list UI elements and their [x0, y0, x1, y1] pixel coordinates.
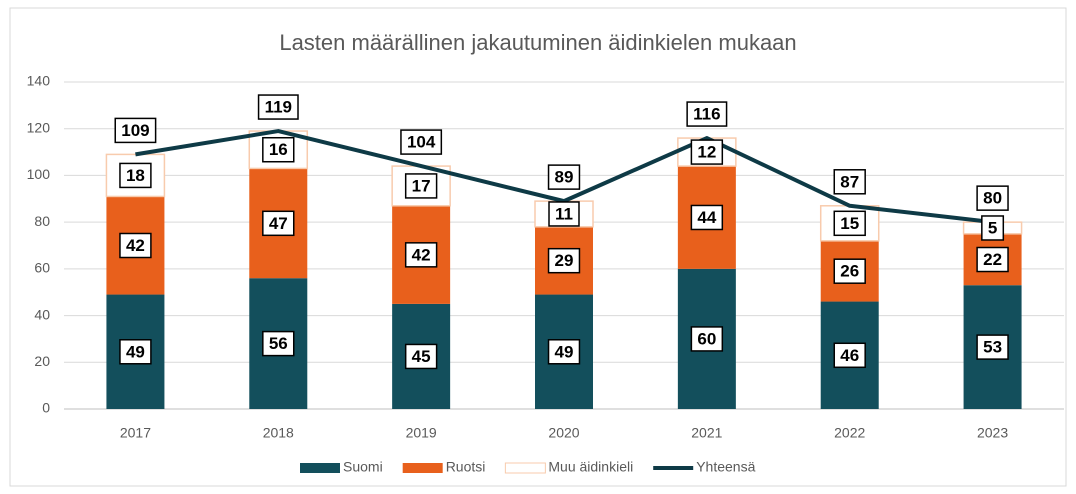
data-label-box — [257, 94, 299, 120]
data-label-box — [690, 326, 724, 352]
y-tick-label: 80 — [34, 213, 50, 229]
x-tick-label: 2021 — [691, 425, 722, 441]
y-tick-label: 20 — [34, 353, 50, 369]
data-label: 11 — [555, 204, 573, 223]
data-label-box — [981, 215, 1005, 241]
data-label-box — [119, 162, 152, 189]
data-label: 45 — [412, 347, 431, 366]
data-label: 53 — [983, 338, 1002, 357]
data-label: 17 — [412, 176, 431, 195]
data-label-box — [119, 232, 152, 259]
data-label: 15 — [840, 214, 859, 233]
legend-label: Muu äidinkieli — [548, 459, 633, 475]
data-label: 46 — [840, 346, 859, 365]
y-tick-label: 140 — [27, 73, 51, 89]
data-label: 87 — [840, 172, 859, 191]
data-label-box — [262, 136, 295, 163]
data-label: 44 — [697, 208, 716, 227]
legend-label: Ruotsi — [446, 459, 486, 475]
data-label-box — [547, 164, 581, 190]
y-tick-label: 0 — [42, 400, 50, 416]
data-label-box — [833, 258, 866, 284]
legend-label: Suomi — [343, 459, 383, 475]
data-label-box — [833, 210, 866, 237]
data-label: 60 — [697, 329, 716, 348]
legend-swatch — [504, 462, 546, 474]
x-tick-label: 2017 — [120, 425, 151, 441]
x-tick-label: 2019 — [406, 425, 437, 441]
legend-swatch — [402, 463, 443, 473]
data-label: 89 — [555, 168, 574, 187]
data-label-box — [976, 246, 1009, 273]
x-tick-label: 2020 — [548, 425, 579, 441]
data-label-box — [690, 204, 724, 231]
data-label-box — [976, 185, 1009, 211]
data-label: 49 — [555, 342, 574, 361]
data-label-box — [404, 343, 438, 370]
data-label: 22 — [983, 250, 1002, 269]
data-label: 56 — [269, 334, 288, 353]
legend-label: Yhteensä — [696, 459, 755, 475]
data-label-box — [976, 334, 1009, 360]
data-label: 109 — [121, 121, 149, 140]
data-label: 49 — [126, 342, 145, 361]
x-tick-label: 2023 — [977, 425, 1008, 441]
data-label-box — [404, 242, 438, 268]
x-tick-label: 2018 — [263, 425, 294, 441]
data-label-box — [114, 117, 157, 144]
x-tick-label: 2022 — [834, 425, 865, 441]
legend-swatch — [300, 463, 340, 473]
chart-title: Lasten määrällinen jakautuminen äidinkie… — [279, 30, 796, 55]
data-label: 119 — [265, 98, 292, 117]
data-label: 12 — [697, 143, 716, 162]
data-label: 16 — [269, 140, 288, 159]
data-label: 116 — [693, 105, 720, 124]
data-label-box — [686, 101, 728, 127]
data-label: 5 — [988, 218, 997, 237]
data-label-box — [404, 173, 438, 199]
data-label: 42 — [412, 245, 431, 264]
data-label: 29 — [555, 251, 574, 270]
data-label: 47 — [269, 214, 288, 233]
data-label-box — [833, 342, 866, 369]
data-label-box — [548, 201, 580, 227]
data-label-box — [690, 139, 724, 165]
data-label: 80 — [983, 189, 1002, 208]
data-label: 26 — [840, 262, 859, 281]
data-label-box — [262, 330, 295, 357]
data-label-box — [400, 129, 443, 155]
y-tick-label: 40 — [34, 306, 50, 322]
data-label: 104 — [407, 133, 436, 152]
line — [135, 129, 993, 225]
data-label-box — [547, 247, 581, 274]
data-label: 18 — [126, 166, 145, 185]
data-label-box — [833, 169, 866, 195]
y-tick-label: 120 — [27, 119, 51, 135]
data-label-box — [547, 339, 581, 365]
y-tick-label: 100 — [27, 166, 51, 182]
data-label-box — [262, 210, 295, 237]
data-label: 42 — [126, 236, 145, 255]
y-tick-label: 60 — [34, 260, 50, 276]
data-label-box — [119, 339, 152, 365]
